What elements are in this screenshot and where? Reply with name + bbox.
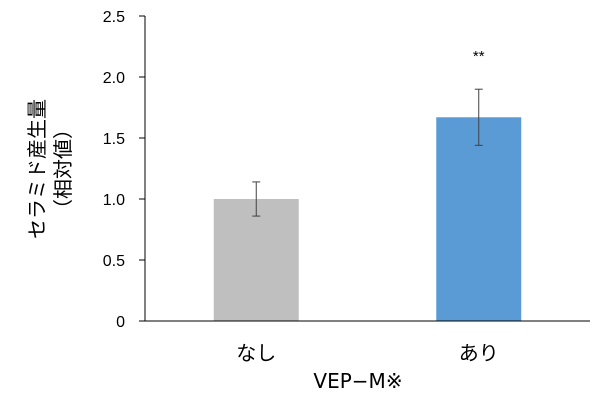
y-tick-label: 1.5 — [103, 131, 125, 148]
y-axis-title-line-2: （相対値） — [51, 119, 75, 219]
y-tick-label: 0.5 — [103, 253, 125, 270]
bar — [213, 199, 299, 321]
x-axis-title: VEP−M※ — [313, 369, 402, 393]
y-axis: 0 0.5 1.0 1.5 2.0 2.5 — [103, 9, 145, 331]
y-tick-label: 2.5 — [103, 9, 125, 26]
y-axis-title: セラミド産生量 （相対値） — [25, 99, 75, 239]
x-category-label: あり — [459, 341, 499, 365]
x-category-label: なし — [236, 341, 276, 365]
error-bars: ** — [252, 48, 485, 217]
error-bar — [474, 88, 483, 146]
x-axis-categories: なし あり — [236, 341, 499, 365]
error-bar — [252, 181, 261, 217]
y-tick-label: 0 — [116, 314, 125, 331]
y-axis-title-line-1: セラミド産生量 — [25, 99, 49, 239]
significance-marker: ** — [473, 48, 485, 65]
bars — [213, 117, 522, 321]
bar — [436, 117, 522, 321]
y-tick-label: 2.0 — [103, 70, 125, 87]
y-tick-label: 1.0 — [103, 192, 125, 209]
